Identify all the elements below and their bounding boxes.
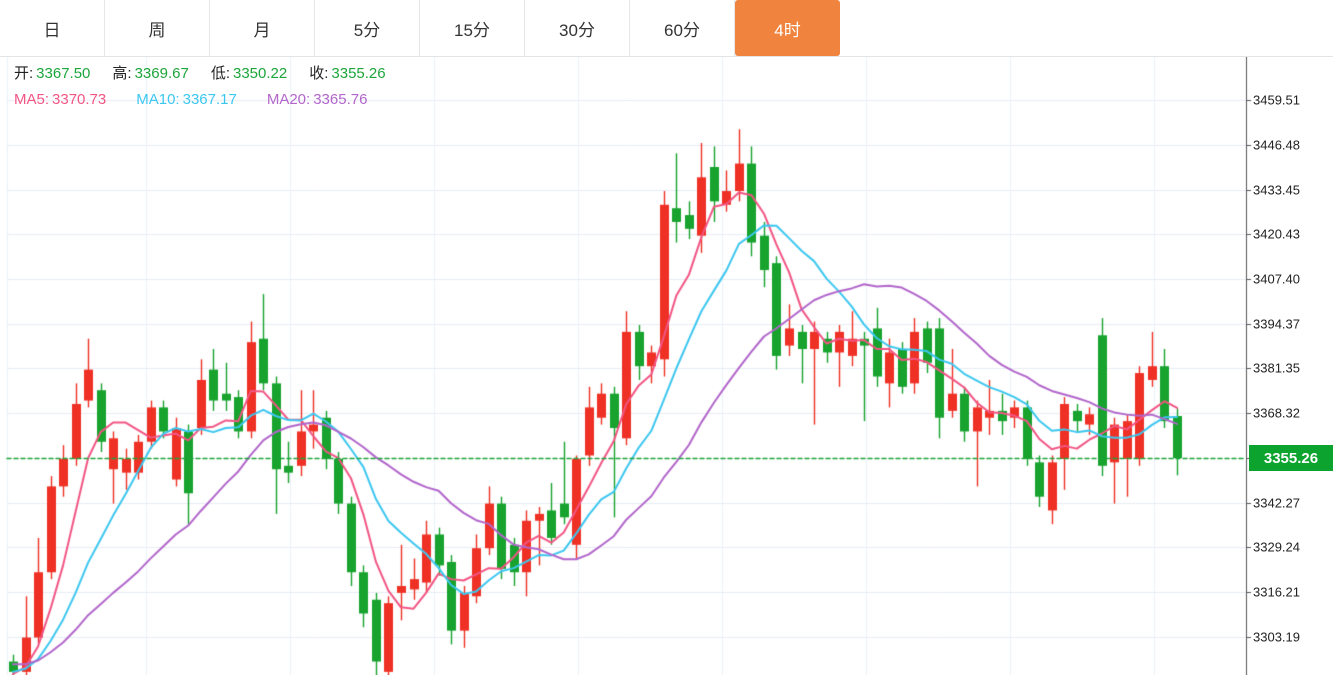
ohlc-low: 低: 3350.22 xyxy=(211,66,287,81)
ma20-value: 3365.76 xyxy=(313,91,368,108)
chart-legend: 开: 3367.50 高: 3369.67 低: 3350.22 收: 3355.26 MA5… xyxy=(14,66,408,118)
interval-tab-2[interactable]: 月 xyxy=(210,0,315,56)
price-axis-label: 3459.51 xyxy=(1253,92,1300,108)
ohlc-high-value: 3369.67 xyxy=(134,65,189,82)
ma10-label: MA10: xyxy=(136,91,180,108)
interval-tab-3[interactable]: 5分 xyxy=(315,0,420,56)
ma5-value: 3370.73 xyxy=(52,91,107,108)
price-axis-label: 3342.27 xyxy=(1253,495,1300,511)
ohlc-close-value: 3355.26 xyxy=(331,65,386,82)
ohlc-close: 收: 3355.26 xyxy=(309,66,385,81)
ohlc-low-label: 低: xyxy=(210,65,230,82)
price-axis-label: 3446.48 xyxy=(1253,137,1300,153)
ma5-label: MA5: xyxy=(14,91,50,108)
interval-tab-4[interactable]: 15分 xyxy=(420,0,525,56)
ohlc-high-label: 高: xyxy=(112,65,132,82)
ohlc-low-value: 3350.22 xyxy=(232,65,288,82)
ma5-legend: MA5: 3370.73 xyxy=(14,92,106,107)
ohlc-open: 开: 3367.50 xyxy=(14,66,90,81)
price-axis-label: 3329.24 xyxy=(1253,539,1300,555)
interval-tab-5[interactable]: 30分 xyxy=(525,0,630,56)
price-axis-label: 3316.21 xyxy=(1253,584,1300,600)
price-axis-label: 3407.40 xyxy=(1253,271,1300,287)
interval-tabbar: 日周月 5分 15分 30分 60分 4时 xyxy=(0,0,1333,57)
current-price-badge: 3355.26 xyxy=(1249,445,1333,471)
price-axis-label: 3368.32 xyxy=(1253,405,1300,421)
price-axis-label: 3420.43 xyxy=(1253,226,1300,242)
ma20-legend: MA20: 3365.76 xyxy=(267,92,368,107)
ohlc-legend-row: 开: 3367.50 高: 3369.67 低: 3350.22 收: 3355.26 xyxy=(14,66,408,81)
ohlc-high: 高: 3369.67 xyxy=(112,66,188,81)
ohlc-open-value: 3367.50 xyxy=(36,65,91,82)
interval-tab-1[interactable]: 周 xyxy=(105,0,210,56)
interval-tab-0[interactable]: 日 xyxy=(0,0,105,56)
ma-legend-row: MA5: 3370.73 MA10: 3367.17 MA20: 3365.76 xyxy=(14,92,408,107)
ohlc-open-label: 开: xyxy=(14,65,34,82)
ma10-value: 3367.17 xyxy=(182,91,237,108)
ma20-label: MA20: xyxy=(266,91,311,108)
ohlc-close-label: 收: xyxy=(309,65,329,82)
price-axis-label: 3303.19 xyxy=(1253,629,1300,645)
price-axis-label: 3381.35 xyxy=(1253,360,1300,376)
ma10-legend: MA10: 3367.17 xyxy=(136,92,237,107)
interval-tab-7[interactable]: 4时 xyxy=(735,0,840,56)
price-axis-label: 3433.45 xyxy=(1253,182,1300,197)
price-axis-label: 3394.37 xyxy=(1253,316,1300,332)
interval-tab-6[interactable]: 60分 xyxy=(630,0,735,56)
